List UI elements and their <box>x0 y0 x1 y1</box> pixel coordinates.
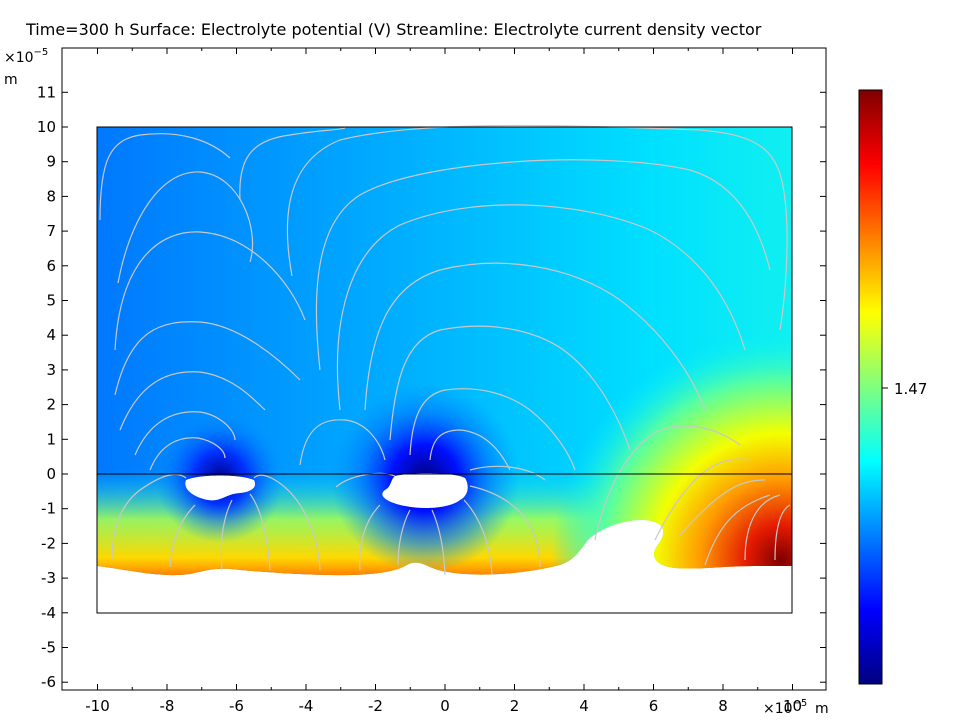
svg-text:×10−5: ×10−5 <box>763 698 807 717</box>
x-axis-unit: ×10−5 m <box>763 698 829 717</box>
x-tick-label: -6 <box>229 697 244 715</box>
x-tick-label: 2 <box>510 697 520 715</box>
y-tick-label: 1 <box>46 430 56 448</box>
colorbar: 1.47 <box>858 89 927 685</box>
pore-left <box>185 475 256 501</box>
y-tick-label: 3 <box>46 361 56 379</box>
pore-center <box>382 473 468 508</box>
y-tick-label: 2 <box>46 396 56 414</box>
y-tick-label: 10 <box>37 118 56 136</box>
y-tick-label: 7 <box>46 222 56 240</box>
y-tick-label: 11 <box>37 83 56 101</box>
y-tick-label: 6 <box>46 257 56 275</box>
domain-outline <box>96 126 793 614</box>
plot-title: Time=300 h Surface: Electrolyte potentia… <box>26 20 762 39</box>
y-tick-label: -2 <box>41 534 56 552</box>
y-exponent: −5 <box>34 47 49 58</box>
x-exponent: −5 <box>793 698 808 709</box>
x-unit: m <box>815 701 829 717</box>
y-tick-label: 8 <box>46 187 56 205</box>
streamlines <box>99 124 791 576</box>
y-tick-label: 0 <box>46 465 56 483</box>
x-tick-label: -8 <box>160 697 175 715</box>
x-tick-label: 10 <box>783 697 802 715</box>
y-tick-label: -4 <box>41 604 56 622</box>
y-axis-unit: ×10−5 m <box>4 47 48 88</box>
y-multiplier: ×10 <box>4 50 34 66</box>
x-tick-label: 8 <box>718 697 728 715</box>
x-tick-label: 4 <box>579 697 589 715</box>
axis-ticks: -10 -8 -6 -4 -2 0 2 4 6 8 10-6-5-4-3-2-10123456789… <box>37 48 826 715</box>
y-unit: m <box>4 72 18 88</box>
surface-plot <box>97 127 792 576</box>
x-tick-label: 6 <box>649 697 659 715</box>
x-tick-label: -2 <box>368 697 383 715</box>
x-tick-label: -10 <box>85 697 110 715</box>
y-tick-label: -3 <box>41 569 56 587</box>
x-tick-label: -4 <box>299 697 314 715</box>
y-tick-label: -1 <box>41 500 56 518</box>
x-tick-label: 0 <box>440 697 450 715</box>
y-tick-label: -6 <box>41 673 56 691</box>
y-tick-label: 4 <box>46 326 56 344</box>
y-tick-label: -5 <box>41 639 56 657</box>
y-tick-label: 9 <box>46 153 56 171</box>
colorbar-tick-label: 1.47 <box>894 380 927 398</box>
y-tick-label: 5 <box>46 292 56 310</box>
colorbar-gradient <box>858 89 883 685</box>
svg-text:×10−5: ×10−5 <box>4 47 48 66</box>
axes-frame <box>61 47 827 691</box>
x-multiplier: ×10 <box>763 701 793 717</box>
